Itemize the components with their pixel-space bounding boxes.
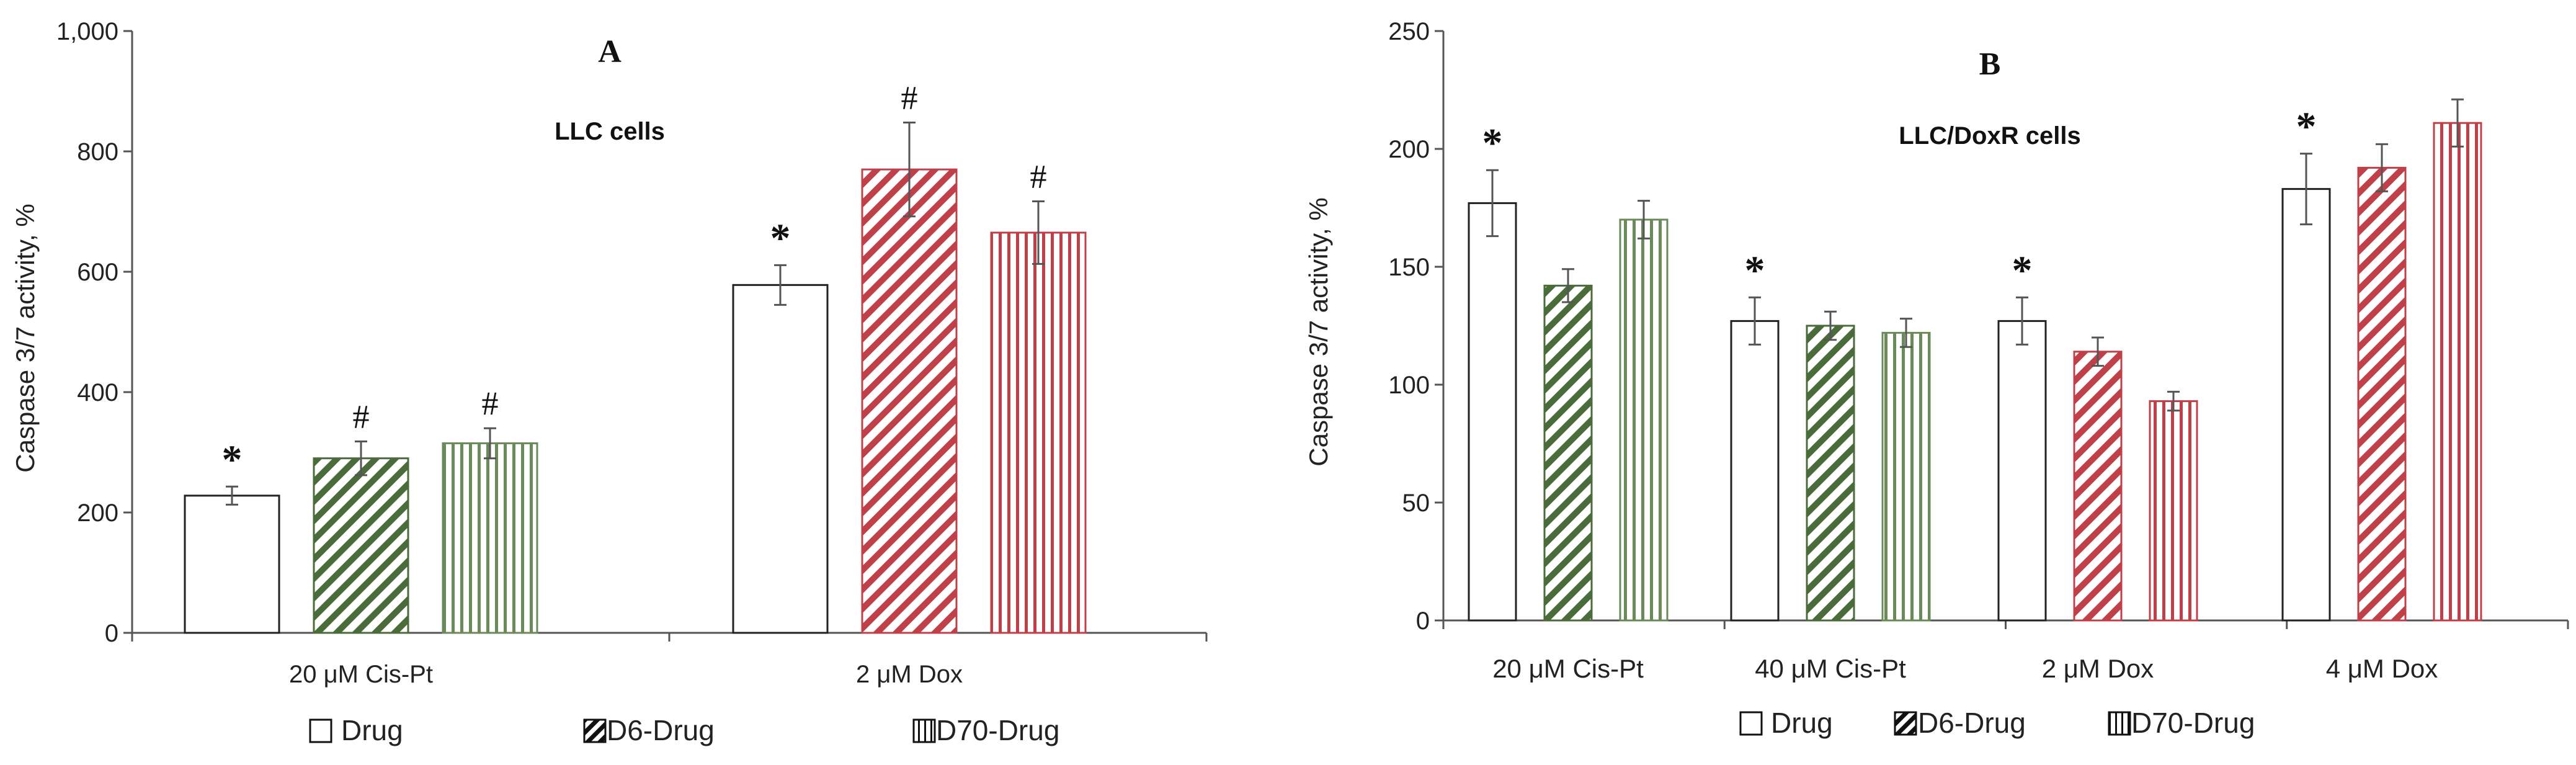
panel-a-letter: A <box>598 34 622 69</box>
bar <box>1619 218 1669 622</box>
panel-a-axes: 0 200 400 600 800 1,000 <box>56 18 1208 647</box>
significance-marker: * <box>1482 120 1503 166</box>
significance-marker: # <box>901 79 918 116</box>
significance-marker: * <box>770 215 791 261</box>
legend-drug-swatch <box>309 718 332 743</box>
x-category-label: 20 μM Cis-Pt <box>289 661 433 688</box>
x-category-label: 4 μM Dox <box>2326 654 2438 683</box>
y-tick-label: 200 <box>1388 136 1430 163</box>
legend-drug-label: Drug <box>341 714 403 746</box>
y-tick-label: 250 <box>1388 18 1430 45</box>
legend-d6-swatch <box>583 718 607 743</box>
x-category-label: 2 μM Dox <box>2042 654 2154 683</box>
bar <box>1468 202 1517 622</box>
significance-marker: # <box>1030 158 1047 195</box>
bar <box>2149 400 2198 622</box>
y-tick-label: 1,000 <box>56 18 118 45</box>
legend-d70-label: D70-Drug <box>2131 707 2255 739</box>
panel-b-bars: * * * * <box>1468 98 2482 622</box>
y-tick-label: 150 <box>1388 254 1430 281</box>
panel-a: A LLC cells Caspase 3/7 activity, % 0 200… <box>11 18 1208 688</box>
bar <box>1806 324 1855 622</box>
panel-a-subtitle: LLC cells <box>555 118 665 145</box>
y-tick-label: 100 <box>1388 372 1430 399</box>
y-tick-label: 0 <box>1416 607 1430 635</box>
y-tick-label: 0 <box>105 620 118 647</box>
legend-drug-label: Drug <box>1771 707 1833 739</box>
significance-marker: * <box>222 437 243 482</box>
bar <box>1997 320 2047 622</box>
x-category-label: 2 μM Dox <box>856 661 963 688</box>
significance-marker: * <box>1745 248 1765 293</box>
legend-d70-label: D70-Drug <box>936 714 1059 746</box>
legend-d6-label: D6-Drug <box>607 714 715 746</box>
legend-d6-swatch <box>1894 711 1917 736</box>
panel-a-legend: Drug D6-Drug D70-Drug <box>309 714 1059 746</box>
y-tick-label: 400 <box>77 379 118 406</box>
legend-d70-swatch <box>912 718 936 743</box>
bar <box>2281 188 2331 622</box>
legend-d6-label: D6-Drug <box>1918 707 2026 739</box>
bar <box>442 442 538 634</box>
panel-b-legend: Drug D6-Drug D70-Drug <box>1739 707 2255 739</box>
panel-b-subtitle: LLC/DoxR cells <box>1899 122 2080 150</box>
bar <box>313 457 409 634</box>
legend-d70-swatch <box>2108 711 2131 736</box>
significance-marker: * <box>2012 248 2033 293</box>
panel-a-category-labels: 20 μM Cis-Pt 2 μM Dox <box>289 661 963 688</box>
significance-marker: * <box>2296 104 2317 150</box>
y-tick-label: 600 <box>77 259 118 286</box>
bar <box>2433 122 2482 622</box>
x-category-label: 40 μM Cis-Pt <box>1755 654 1906 683</box>
panel-a-y-axis-label: Caspase 3/7 activity, % <box>11 204 40 472</box>
bar <box>2073 351 2123 622</box>
y-tick-label: 50 <box>1402 490 1430 517</box>
bar <box>1730 320 1780 622</box>
bar <box>184 494 280 634</box>
bar <box>1543 284 1593 622</box>
bar <box>2357 166 2407 622</box>
bar <box>1881 331 1931 622</box>
significance-marker: # <box>482 385 499 422</box>
significance-marker: # <box>353 398 370 436</box>
panel-a-bars: * # # * # # <box>184 79 1087 634</box>
y-tick-label: 200 <box>77 499 118 527</box>
bar <box>990 231 1087 634</box>
panel-b-category-labels: 20 μM Cis-Pt 40 μM Cis-Pt 2 μM Dox 4 μM Dox <box>1492 654 2438 683</box>
panel-b: B LLC/DoxR cells Caspase 3/7 activity, %… <box>1304 18 2569 683</box>
x-category-label: 20 μM Cis-Pt <box>1492 654 1644 683</box>
y-tick-label: 800 <box>77 138 118 166</box>
legend-drug-swatch <box>1739 711 1763 736</box>
panel-b-letter: B <box>1979 47 2001 82</box>
bar <box>732 284 829 634</box>
panel-b-y-axis-label: Caspase 3/7 activity, % <box>1304 197 1333 466</box>
bar <box>861 168 958 634</box>
